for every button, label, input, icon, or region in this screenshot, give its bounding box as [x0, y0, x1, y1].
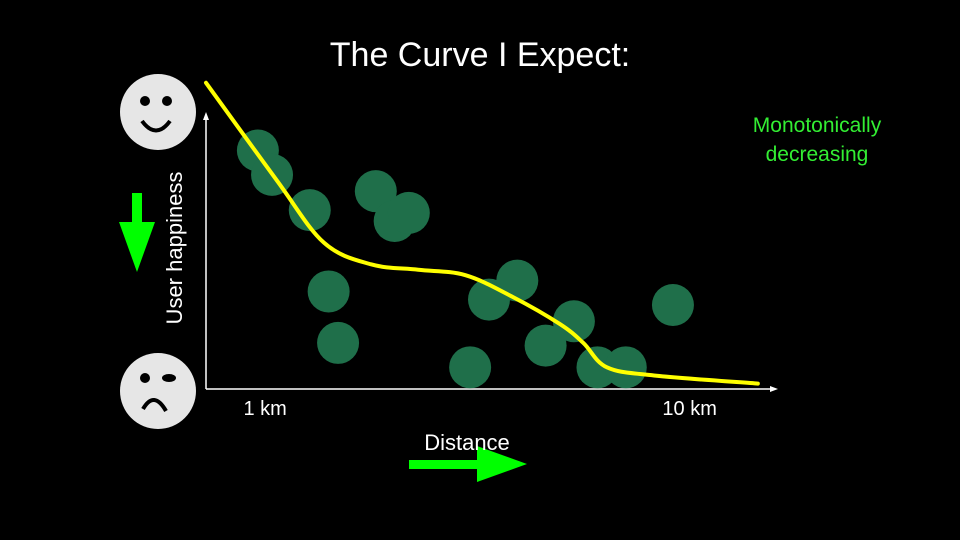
scatter-point-8	[387, 191, 430, 234]
scatter-point-6	[354, 170, 397, 213]
down-arrow-icon	[119, 193, 155, 272]
scatter-point-15	[604, 346, 647, 389]
right-arrow-icon	[409, 446, 527, 482]
expected-curve	[204, 80, 760, 386]
happy-face-icon	[120, 74, 196, 150]
y-axis-arrowhead	[203, 112, 209, 120]
annotation-line-2: decreasing	[766, 143, 869, 166]
scatter-point-12	[524, 324, 567, 367]
scatter-point-3	[288, 189, 331, 232]
scatter-point-11	[496, 259, 539, 302]
y-axis-label: User happiness	[162, 172, 187, 325]
chart-axes	[203, 112, 778, 392]
x-axis-label: Distance	[424, 430, 510, 455]
x-tick-label-1km: 1 km	[243, 398, 286, 420]
sad-face-icon	[120, 353, 196, 429]
annotation-line-1: Monotonically	[753, 114, 882, 137]
x-axis-arrowhead	[770, 386, 778, 392]
scatter-point-16	[651, 283, 694, 326]
scatter-point-13	[552, 300, 595, 343]
scatter-point-5	[317, 321, 360, 364]
slide-title: The Curve I Expect:	[330, 36, 630, 74]
scatter-point-4	[307, 270, 350, 313]
scatter-point-9	[449, 346, 492, 389]
x-tick-label-10km: 10 km	[662, 398, 716, 420]
scatter-points	[236, 129, 694, 389]
